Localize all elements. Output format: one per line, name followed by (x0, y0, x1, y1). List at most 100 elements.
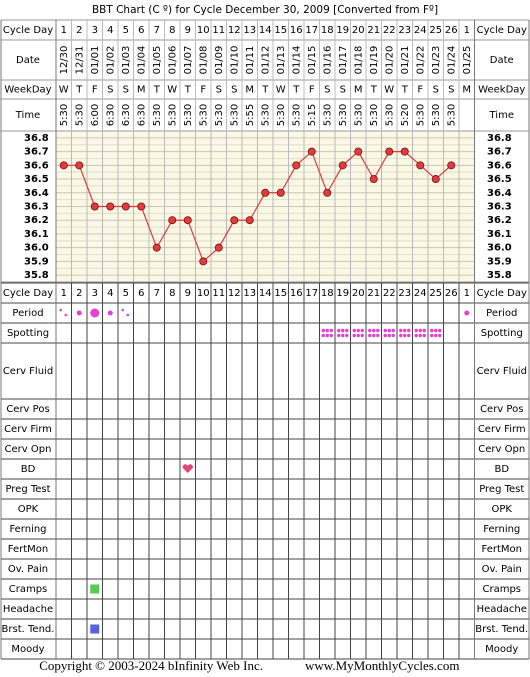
time-label: 5:30 (446, 104, 457, 126)
date-label: 01/10 (229, 46, 240, 75)
row-label: Time (489, 110, 514, 121)
temp-point (385, 147, 394, 156)
date-label: 01/20 (384, 46, 395, 75)
time-label: 5:30 (415, 104, 426, 126)
date-label: 01/22 (415, 46, 426, 75)
date-label: 01/24 (446, 46, 457, 75)
row-label: Headache (477, 604, 527, 615)
temp-point (431, 175, 440, 184)
spotting-mark (368, 328, 372, 333)
temp-point (121, 202, 130, 211)
spotting-mark (403, 333, 407, 338)
spotting-mark (422, 333, 426, 338)
spotting-mark (376, 333, 380, 338)
weekday-label: T (184, 85, 192, 96)
cycle-day-label: 7 (154, 25, 160, 36)
row-label: Cycle Day (477, 288, 527, 299)
temp-point (59, 161, 68, 170)
cycle-day-label: 3 (92, 288, 98, 299)
time-label: 6:30 (105, 104, 116, 126)
row-label: WeekDay (478, 85, 525, 96)
cycle-day-label: 1 (464, 25, 470, 36)
spotting-mark (434, 328, 438, 333)
temp-point (369, 175, 378, 184)
spotting-mark (352, 333, 356, 338)
temp-point (75, 161, 84, 170)
row-label: Spotting (481, 328, 523, 339)
row-label: Preg Test (5, 484, 50, 495)
spotting-mark (407, 333, 411, 338)
row-label: Cerv Firm (4, 424, 52, 435)
temp-point (168, 216, 177, 225)
cycle-day-label: 16 (290, 25, 303, 36)
temp-point (230, 216, 239, 225)
site-link[interactable]: www.MyMonthlyCycles.com (305, 658, 459, 673)
date-label: 01/03 (121, 46, 132, 75)
spotting-mark (418, 328, 422, 333)
cycle-day-label: 11 (212, 288, 225, 299)
row-label: Moody (485, 644, 518, 655)
row-label: BD (494, 464, 509, 475)
row-label: Date (490, 55, 514, 66)
temp-point (416, 161, 425, 170)
weekday-label: S (340, 85, 346, 96)
row-label: Cerv Opn (5, 444, 52, 455)
period-mark (464, 310, 470, 316)
weekday-label: F (309, 85, 315, 96)
y-tick-label: 36.1 (487, 229, 512, 240)
date-label: 01/18 (353, 46, 364, 75)
temp-point (214, 243, 223, 252)
row-label: Cerv Firm (478, 424, 526, 435)
spotting-mark (383, 333, 387, 338)
temp-point (338, 161, 347, 170)
weekday-label: F (92, 85, 98, 96)
weekday-label: T (292, 85, 300, 96)
breast-mark (90, 624, 100, 634)
temp-point (447, 161, 456, 170)
row-label: Cerv Fluid (3, 366, 53, 377)
cycle-day-label: 10 (197, 25, 210, 36)
cycle-day-label: 22 (383, 288, 396, 299)
date-label: 01/14 (291, 46, 302, 75)
weekday-label: T (401, 85, 409, 96)
spotting-mark (407, 328, 411, 333)
temp-point (354, 147, 363, 156)
row-label: FertMon (482, 544, 522, 555)
cycle-day-label: 20 (352, 25, 365, 36)
row-label: Cycle Day (3, 25, 53, 36)
time-label: 5:20 (400, 104, 411, 126)
cycle-day-label: 17 (305, 288, 318, 299)
spotting-mark (337, 328, 341, 333)
y-tick-label: 36.0 (487, 243, 512, 254)
temp-point (152, 243, 161, 252)
spotting-mark (391, 333, 395, 338)
time-label: 5:30 (229, 104, 240, 126)
cycle-day-label: 16 (290, 288, 303, 299)
y-tick-label: 36.5 (24, 174, 49, 185)
temp-point (106, 202, 115, 211)
cycle-day-label: 12 (228, 25, 241, 36)
cycle-day-label: 4 (107, 25, 113, 36)
temp-point (137, 202, 146, 211)
time-label: 5:30 (59, 104, 70, 126)
row-label: Headache (3, 604, 53, 615)
date-label: 01/13 (276, 46, 287, 75)
date-label: 01/25 (462, 46, 473, 75)
weekday-label: M (245, 85, 254, 96)
spotting-mark (422, 328, 426, 333)
y-tick-label: 36.0 (24, 243, 49, 254)
cycle-day-label: 15 (274, 25, 287, 36)
spotting-mark (329, 328, 333, 333)
cycle-day-label: 13 (243, 25, 256, 36)
cycle-day-label: 24 (414, 25, 427, 36)
weekday-label: S (448, 85, 454, 96)
spotting-mark (360, 328, 364, 333)
y-tick-label: 36.7 (24, 147, 49, 158)
cycle-day-label: 19 (336, 288, 349, 299)
cycle-day-label: 25 (429, 25, 442, 36)
date-label: 12/30 (59, 46, 70, 75)
weekday-label: S (433, 85, 439, 96)
cycle-day-label: 12 (228, 288, 241, 299)
row-label: Cerv Pos (480, 404, 523, 415)
